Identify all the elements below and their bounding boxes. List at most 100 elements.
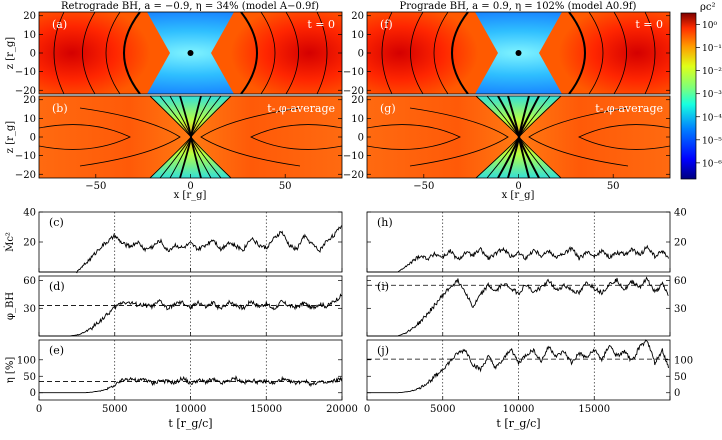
- x-tick-label: 5000: [430, 404, 455, 415]
- line-panel-e: (e) 0 50 100 0 5000 10000 15000 20000 η [%] t [r_g…: [5, 339, 358, 430]
- x-tick-label: 10000: [503, 404, 535, 415]
- y-tick-label: 10: [23, 30, 36, 41]
- series-line: [39, 293, 343, 337]
- panel-annotation-b: t-,φ-average: [267, 102, 335, 115]
- y-tick-label: 10: [351, 114, 364, 125]
- colorbar-tick-label: 10⁻¹: [702, 44, 722, 54]
- y-tick-label: −10: [15, 67, 36, 78]
- line-panel-d: (d) 30 60 φ_BH: [5, 275, 343, 337]
- y-tick-label: 100: [17, 355, 36, 366]
- y-tick-label: 20: [23, 11, 36, 22]
- density-contour: [409, 107, 509, 167]
- x-tick-label: 0: [515, 181, 521, 192]
- y-tick-label: 50: [23, 372, 36, 383]
- y-tick-label: 20: [674, 238, 687, 249]
- colorbar-label: ρc²: [700, 2, 716, 13]
- x-tick-label: 0: [187, 181, 193, 192]
- y-tick-label: 20: [23, 238, 36, 249]
- density-contour: [250, 124, 342, 150]
- panel-frame: [366, 211, 671, 273]
- black-hole-marker: [515, 50, 522, 56]
- series-line: [39, 375, 343, 394]
- heatmap-xlabel-g: x [r_g]: [502, 190, 535, 201]
- panel-label-g: (g): [380, 102, 396, 115]
- density-contour: [367, 124, 461, 150]
- y-tick-label: 0: [358, 133, 364, 144]
- y-tick-label: 60: [674, 276, 687, 287]
- density-contour: [528, 107, 629, 167]
- field-line: [316, 12, 328, 94]
- y-tick-label: 20: [351, 11, 364, 22]
- y-tick-label: −20: [15, 86, 36, 97]
- y-tick-label: 30: [674, 304, 687, 315]
- field-line-bold: [190, 96, 202, 178]
- y-tick-label: 10: [351, 30, 364, 41]
- x-tick-label: 20000: [326, 404, 358, 415]
- panel-label: (c): [49, 216, 64, 229]
- x-tick-label: 50: [279, 181, 292, 192]
- panel-label-f: (f): [380, 18, 393, 31]
- field-line-bold: [123, 12, 141, 94]
- x-tick-label: 10000: [175, 404, 207, 415]
- density-contour: [39, 124, 131, 150]
- y-tick-label: 10: [23, 114, 36, 125]
- colorbar-tick-label: 10⁻⁵: [702, 136, 722, 146]
- density-contour: [79, 107, 181, 167]
- y-tick-label: −20: [343, 86, 364, 97]
- right-column-title: Prograde BH, a = 0.9, η = 102% (model A0…: [400, 1, 637, 12]
- y-tick-label: 40: [23, 208, 36, 219]
- field-line-bold: [240, 12, 258, 94]
- y-tick-label: 30: [23, 304, 36, 315]
- series-line: [367, 276, 669, 337]
- y-axis-label: φ_BH: [5, 292, 16, 320]
- panel-label-b: (b): [52, 102, 68, 115]
- field-line: [613, 12, 627, 94]
- y-tick-label: −10: [343, 151, 364, 162]
- x-tick-label: 5000: [102, 404, 127, 415]
- panel-frame: [366, 339, 671, 401]
- x-tick-label: 0: [36, 404, 42, 415]
- y-axis-label: η [%]: [5, 357, 16, 384]
- torus-left: [367, 12, 498, 94]
- panel-label: (j): [377, 344, 389, 357]
- torus-right: [211, 12, 342, 94]
- x-tick-label: 15000: [578, 404, 610, 415]
- field-line: [410, 12, 424, 94]
- field-line: [105, 12, 121, 94]
- panel-frame: [38, 339, 343, 401]
- x-tick-label: 15000: [250, 404, 282, 415]
- torus-right: [539, 12, 670, 94]
- line-panel-h: (h) 20 40: [366, 208, 687, 273]
- heatmap-ylabel-a: z [r_g]: [5, 37, 16, 70]
- field-line-bold: [451, 12, 469, 94]
- x-tick-label: 50: [607, 181, 620, 192]
- y-tick-label: 50: [674, 372, 687, 383]
- x-tick-label: −50: [413, 181, 434, 192]
- field-line: [433, 12, 449, 94]
- heatmap-xlabel-b: x [r_g]: [174, 190, 207, 201]
- y-tick-label: −20: [343, 170, 364, 181]
- y-tick-label: 20: [23, 95, 36, 106]
- heatmap-panel-g: [367, 96, 670, 178]
- panel-frame: [38, 275, 343, 337]
- colorbar-gradient: [680, 12, 697, 180]
- y-tick-label: 0: [30, 49, 36, 60]
- density-contour: [200, 107, 301, 167]
- density-contour: [578, 124, 670, 150]
- colorbar: ρc² 10⁰ 10⁻¹ 10⁻² 10⁻³ 10⁻⁴ 10⁻⁵ 10⁻⁶: [680, 2, 722, 180]
- panel-label: (i): [377, 280, 389, 293]
- panel-label-a: (a): [52, 18, 67, 31]
- panel-label: (h): [377, 216, 393, 229]
- x-axis-label: t [r_g/c]: [496, 417, 540, 430]
- series-line: [367, 339, 669, 394]
- y-tick-label: 0: [358, 49, 364, 60]
- y-tick-label: −10: [15, 151, 36, 162]
- colorbar-tick-label: 10⁻³: [702, 90, 722, 100]
- y-tick-label: 60: [23, 276, 36, 287]
- x-axis-label: t [r_g/c]: [168, 417, 212, 430]
- colorbar-tick-label: 10⁻⁶: [702, 159, 722, 169]
- panel-label: (e): [49, 344, 64, 357]
- line-panel-j: (j) 0 50 100 0 5000 10000 15000 t [r_g/c]: [364, 339, 693, 430]
